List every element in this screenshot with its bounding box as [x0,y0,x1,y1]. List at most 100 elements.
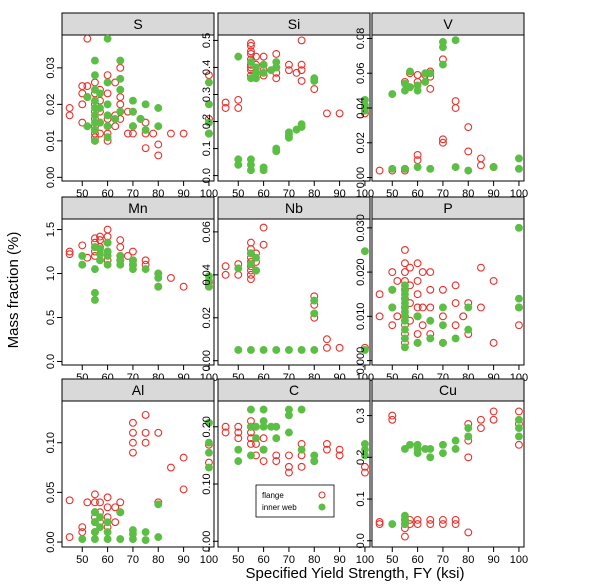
point-mn-flange [166,273,175,282]
point-mn-inner-web [96,244,104,253]
point-v-flange [413,71,422,79]
point-si-inner-web [234,52,243,61]
point-al-flange [128,448,137,457]
point-v-flange [413,150,422,159]
point-v-flange [451,104,460,112]
point-c-flange [272,457,281,466]
point-p-inner-web [464,325,473,334]
point-s-inner-web [96,89,104,98]
point-cu-inner-web [388,520,397,529]
point-c-inner-web [272,434,281,443]
point-v-inner-web [489,163,498,172]
point-si-inner-web [297,120,306,129]
point-al-flange [83,498,92,507]
point-al-inner-web [96,523,104,532]
point-si-flange [221,98,230,107]
point-cu-inner-web [514,415,523,424]
panel-title-cu: Cu [439,382,457,398]
point-nb-flange [246,270,255,279]
plot-area-al [61,400,215,548]
x-tick-label-cu: 70 [437,554,449,566]
point-al-flange [103,503,112,512]
point-al-flange [116,498,125,507]
point-s-inner-web [128,96,137,105]
point-c-inner-web [246,405,255,414]
point-cu-flange [476,415,485,424]
y-tick-label-s: 0.01 [45,130,57,151]
point-s-flange [65,111,74,120]
point-s-inner-web [116,85,125,94]
point-al-flange [111,503,120,512]
point-nb-flange [335,343,344,352]
x-tick-label-al: 90 [177,554,189,566]
point-v-inner-web [413,163,422,172]
y-tick-label-al: 0.00 [45,531,57,552]
point-cu-flange [514,440,523,449]
y-tick-label-s: 0.02 [45,94,57,115]
point-mn-flange [141,256,150,265]
point-si-flange [284,60,293,69]
point-c-flange [284,462,293,471]
point-p-flange [375,290,384,299]
point-si-inner-web [310,77,319,85]
point-s-flange [154,151,163,160]
point-s-inner-web [90,111,99,120]
panel-grid: S 50 60 70 80 90 100 0.00 0.01 0.02 0.03 Si 50 60 70 80… [45,12,528,566]
point-al-flange [128,418,137,427]
point-v-inner-web [514,154,523,163]
point-s-inner-web [141,100,150,109]
y-tick-label-al: 0.10 [45,432,57,453]
point-c-flange [322,445,331,454]
point-cu-flange [451,515,460,524]
point-si-flange [297,36,306,45]
point-si-flange [297,77,306,85]
point-p-flange [388,268,397,277]
point-c-inner-web [310,451,319,460]
point-v-flange [426,84,435,93]
point-v-inner-web [406,83,414,92]
point-c-flange [322,439,331,448]
point-cu-flange [489,415,498,424]
y-tick-label-si: 0.1 [201,141,213,156]
y-tick-label-s: 0.00 [45,167,57,188]
point-s-inner-web [154,122,163,131]
point-p-flange [413,303,422,312]
point-nb-inner-web [297,346,306,354]
y-tick-label-nb: 0.02 [201,307,213,328]
point-mn-flange [128,247,137,256]
point-p-flange [476,303,485,312]
point-si-inner-web [360,95,369,104]
point-s-flange [154,140,163,149]
point-mn-inner-web [116,251,125,260]
y-tick-label-mn: 0.5 [45,310,57,325]
point-si-flange [252,52,260,61]
point-si-flange [272,74,281,83]
point-s-inner-web [103,100,112,109]
point-s-flange [65,104,74,112]
point-mn-inner-web [103,260,112,269]
point-nb-flange [246,238,255,247]
point-c-flange [246,439,255,448]
point-v-flange [476,161,485,170]
point-p-inner-web [400,334,409,343]
point-mn-flange [116,236,125,245]
point-s-inner-web [136,114,145,123]
point-nb-inner-web [246,260,255,269]
point-si-inner-web [246,58,255,66]
legend-marker-inner-web [318,503,326,511]
point-s-flange [83,34,92,43]
point-mn-inner-web [90,288,99,297]
y-tick-label-v: 0.06 [355,63,367,84]
point-cu-inner-web [426,445,435,453]
point-al-inner-web [116,535,125,543]
point-s-inner-web [103,34,112,43]
point-si-inner-web [234,160,243,169]
point-v-inner-web [514,164,523,173]
point-p-flange [418,303,427,312]
point-s-flange [103,89,112,98]
point-c-inner-web [360,439,369,448]
x-tick-label-cu: 60 [411,554,423,566]
